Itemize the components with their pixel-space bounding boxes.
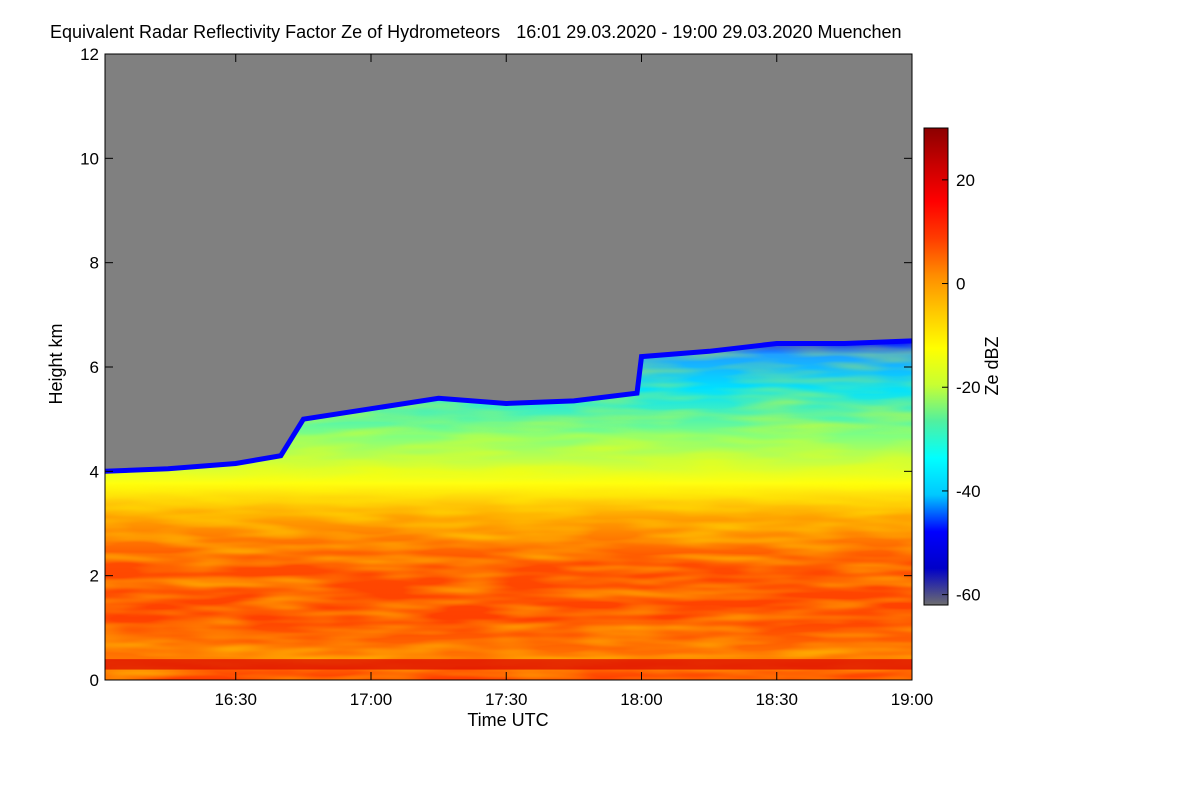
colorbar (923, 127, 949, 606)
cloud-top-edge (105, 338, 912, 474)
x-tick-label: 19:00 (891, 690, 934, 709)
y-tick-label: 8 (90, 254, 99, 273)
y-tick-label: 10 (80, 149, 99, 168)
chart-location: Muenchen (817, 22, 902, 42)
x-axis: 16:30 17:00 17:30 18:00 18:30 19:00 (214, 54, 933, 709)
ground-clutter-band (105, 659, 912, 670)
colorbar-tick-label: -40 (956, 482, 981, 501)
colorbar-tick-label: -20 (956, 378, 981, 397)
y-axis-label: Height km (46, 323, 66, 404)
y-tick-label: 4 (90, 462, 99, 481)
colorbar-tick-label: 0 (956, 275, 965, 294)
colorbar-tick-label: 20 (956, 171, 975, 190)
colorbar-tick-label: -60 (956, 586, 981, 605)
colorbar-label: Ze dBZ (982, 336, 1002, 395)
x-tick-label: 18:00 (620, 690, 663, 709)
y-tick-label: 12 (80, 45, 99, 64)
x-tick-label: 18:30 (755, 690, 798, 709)
y-tick-label: 2 (90, 567, 99, 586)
x-axis-label: Time UTC (467, 710, 548, 730)
y-axis: 0 2 4 6 8 10 12 (80, 45, 912, 690)
x-tick-label: 17:00 (350, 690, 393, 709)
chart-time-range: 16:01 29.03.2020 - 19:00 29.03.2020 (516, 22, 813, 42)
x-tick-label: 16:30 (214, 690, 257, 709)
chart-title: Equivalent Radar Reflectivity Factor Ze … (50, 22, 902, 43)
echo-texture (105, 340, 912, 680)
y-tick-label: 6 (90, 358, 99, 377)
colorbar-ticks: 20 0 -20 -40 -60 (942, 171, 981, 605)
chart-title-text: Equivalent Radar Reflectivity Factor Ze … (50, 22, 501, 42)
x-tick-label: 17:30 (485, 690, 528, 709)
y-tick-label: 0 (90, 671, 99, 690)
